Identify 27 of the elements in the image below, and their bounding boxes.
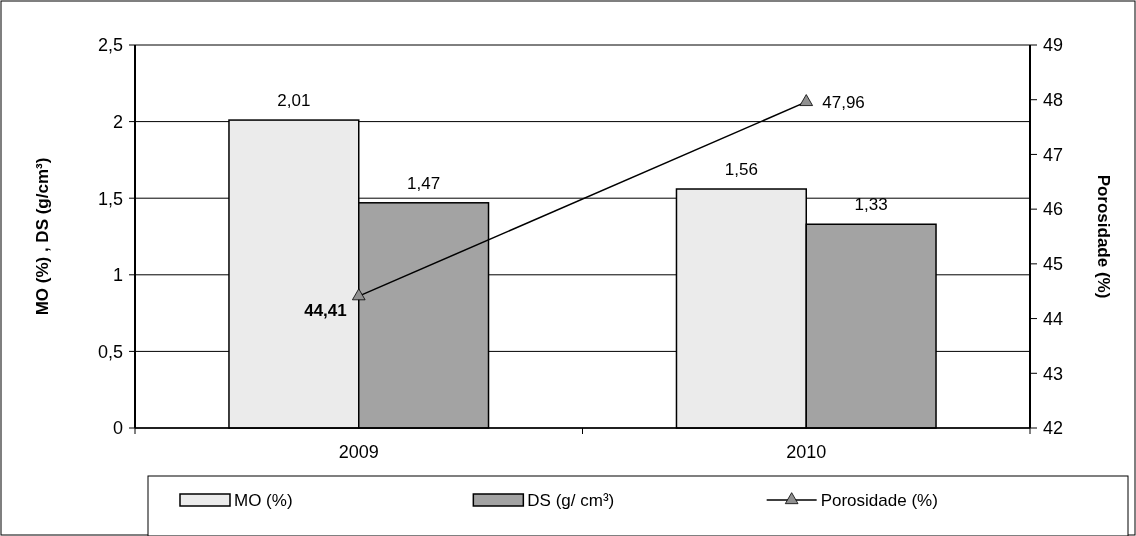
legend-label: Porosidade (%)	[820, 490, 938, 510]
y2-tick-label: 43	[1043, 363, 1064, 384]
y2-tick-label: 49	[1043, 35, 1064, 56]
y2-tick-label: 42	[1043, 418, 1064, 439]
x-tick-label: 2009	[338, 442, 379, 462]
data-label: 44,41	[304, 301, 347, 321]
legend-label: MO (%)	[234, 490, 293, 510]
y-axis-title: MO (%) , DS (g/cm³)	[33, 157, 52, 316]
y2-tick-label: 48	[1043, 90, 1064, 111]
y-tick-label: 1,5	[97, 188, 123, 209]
y-tick-label: 2,5	[97, 35, 123, 56]
x-tick-label: 2010	[786, 442, 827, 462]
y-tick-label: 2	[112, 111, 123, 132]
y2-tick-label: 46	[1043, 199, 1064, 220]
data-label: 1,47	[407, 173, 441, 193]
legend-label: DS (g/ cm³)	[527, 490, 615, 510]
y-tick-label: 0,5	[97, 341, 123, 362]
y2-tick-label: 44	[1043, 308, 1064, 329]
data-label: 47,96	[822, 92, 865, 112]
data-label: 2,01	[277, 91, 311, 111]
y2-tick-label: 45	[1043, 254, 1064, 275]
y2-axis-title: Porosidade (%)	[1094, 174, 1113, 299]
data-label: 1,33	[854, 195, 888, 215]
y-tick-label: 1	[112, 265, 123, 286]
y-tick-label: 0	[112, 418, 123, 439]
data-label: 1,56	[724, 160, 758, 180]
y2-tick-label: 47	[1043, 144, 1064, 165]
